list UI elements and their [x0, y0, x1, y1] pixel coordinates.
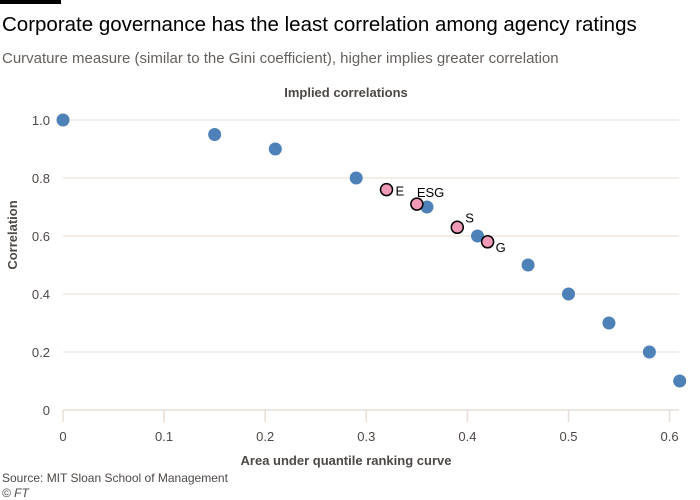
data-point	[521, 258, 535, 272]
x-tick-label: 0.2	[256, 429, 274, 444]
x-tick-label: 0.3	[357, 429, 375, 444]
y-tick-label: 0.4	[32, 287, 50, 302]
x-tick-label: 0.4	[458, 429, 476, 444]
plot-title: Implied correlations	[284, 85, 408, 100]
x-tick-label: 0.5	[559, 429, 577, 444]
rating-label: S	[465, 210, 474, 225]
y-tick-label: 0.8	[32, 171, 50, 186]
data-point	[349, 171, 363, 185]
data-point	[642, 345, 656, 359]
data-point	[471, 229, 485, 243]
data-point	[268, 142, 282, 156]
rating-point-e	[379, 182, 394, 197]
chart-subtitle: Curvature measure (similar to the Gini c…	[2, 50, 559, 67]
rating-label: G	[496, 240, 506, 255]
data-point	[602, 316, 616, 330]
x-tick-label: 0.1	[155, 429, 173, 444]
rating-label: E	[396, 184, 405, 199]
rating-label: ESG	[417, 185, 444, 200]
rating-point-g	[480, 235, 495, 249]
rating-point-s	[450, 220, 465, 235]
y-tick-label: 0.2	[32, 345, 50, 360]
y-axis-label: Correlation	[5, 200, 20, 269]
brand-bar	[0, 0, 61, 4]
data-point	[420, 200, 434, 214]
copyright: © FT	[2, 486, 29, 500]
data-point	[673, 374, 687, 388]
data-point	[208, 128, 222, 141]
chart-title: Corporate governance has the least corre…	[2, 13, 637, 36]
y-tick-label: 1.0	[32, 113, 50, 128]
x-tick-label: 0.6	[661, 429, 679, 444]
x-tick-label: 0	[59, 429, 66, 444]
rating-point-esg	[410, 197, 424, 211]
y-tick-label: 0	[43, 403, 50, 418]
data-point	[562, 287, 575, 301]
source-note: Source: MIT Sloan School of Management	[2, 471, 228, 485]
x-axis-label: Area under quantile ranking curve	[241, 453, 452, 468]
data-point	[56, 113, 70, 127]
y-tick-label: 0.6	[32, 229, 50, 244]
